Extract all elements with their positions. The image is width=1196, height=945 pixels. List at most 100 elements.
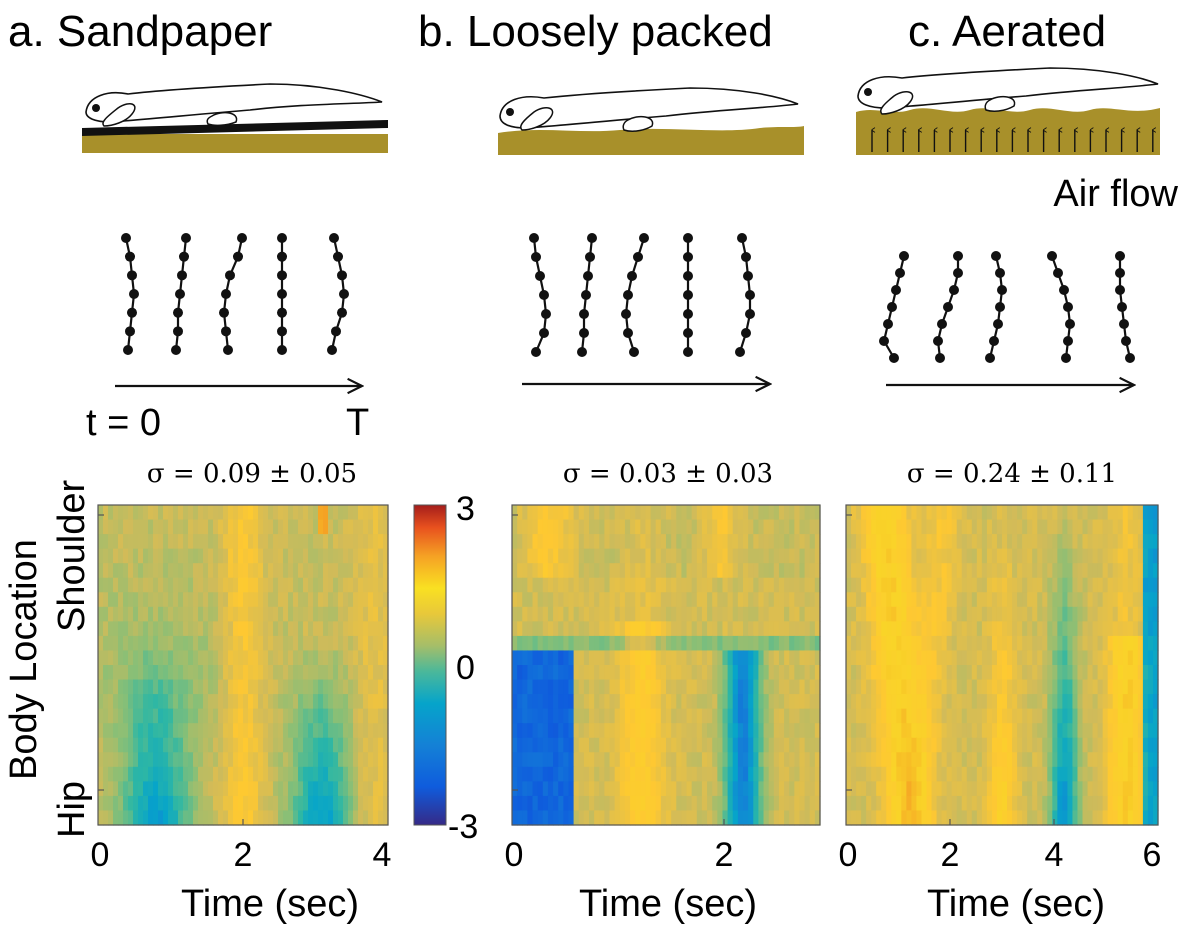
heat-cell bbox=[213, 621, 219, 637]
heat-cell bbox=[1032, 505, 1038, 521]
heat-cell bbox=[794, 723, 801, 739]
heat-cell bbox=[563, 679, 570, 695]
heat-cell bbox=[773, 752, 780, 768]
heat-cell bbox=[778, 563, 785, 579]
heat-cell bbox=[773, 810, 780, 826]
heat-cell bbox=[691, 563, 698, 579]
heat-cell bbox=[1152, 795, 1159, 812]
heat-cell bbox=[727, 665, 734, 681]
heat-cell bbox=[976, 708, 983, 724]
heat-cell bbox=[563, 592, 570, 608]
heat-cell bbox=[896, 592, 902, 608]
heat-cell bbox=[283, 592, 289, 608]
heat-cell bbox=[378, 694, 384, 710]
heat-cell bbox=[303, 606, 309, 622]
heat-cell bbox=[258, 781, 264, 797]
heat-cell bbox=[921, 621, 928, 637]
heat-cell bbox=[183, 548, 189, 564]
heat-cell bbox=[183, 577, 189, 593]
heat-cell bbox=[926, 505, 933, 521]
heat-cell bbox=[696, 548, 703, 564]
heat-cell bbox=[676, 708, 682, 724]
heat-cell bbox=[809, 810, 816, 826]
heat-cell bbox=[253, 621, 259, 637]
heat-cell bbox=[183, 665, 189, 681]
heat-cell bbox=[901, 548, 907, 564]
heat-cell bbox=[1057, 621, 1063, 637]
heat-cell bbox=[183, 752, 189, 768]
heat-cell bbox=[966, 694, 973, 710]
heat-cell bbox=[946, 737, 953, 753]
heat-cell bbox=[1082, 635, 1089, 652]
heat-cell bbox=[614, 519, 621, 535]
heat-cell bbox=[1057, 635, 1063, 652]
heat-cell bbox=[804, 781, 811, 797]
heat-cell bbox=[861, 694, 867, 710]
heat-cell bbox=[168, 737, 174, 753]
heat-cell bbox=[268, 592, 274, 608]
heat-cell bbox=[727, 519, 734, 535]
heat-cell bbox=[789, 723, 795, 739]
heat-cell bbox=[298, 519, 304, 535]
heat-cell bbox=[333, 679, 339, 695]
heat-cell bbox=[1062, 592, 1069, 608]
heat-cell bbox=[956, 810, 963, 826]
heat-cell bbox=[343, 577, 349, 593]
heat-cell bbox=[789, 563, 795, 579]
heat-cell bbox=[293, 810, 299, 826]
heat-cell bbox=[223, 665, 229, 681]
body-node bbox=[933, 336, 943, 346]
heat-cell bbox=[624, 737, 631, 753]
heat-cell bbox=[876, 519, 882, 535]
heat-cell bbox=[563, 548, 570, 564]
heat-cell bbox=[1122, 534, 1129, 550]
heat-cell bbox=[1067, 737, 1074, 753]
heat-cell bbox=[527, 563, 534, 579]
heat-cell bbox=[946, 679, 953, 695]
heat-cell bbox=[911, 766, 918, 782]
heat-cell bbox=[722, 810, 729, 826]
heat-cell bbox=[353, 766, 359, 782]
heat-cell bbox=[358, 694, 364, 710]
heat-cell bbox=[218, 563, 224, 579]
heat-cell bbox=[1097, 534, 1104, 550]
heat-cell bbox=[328, 665, 334, 681]
heat-cell bbox=[138, 665, 144, 681]
heat-cell bbox=[1122, 708, 1129, 724]
heat-cell bbox=[971, 679, 978, 695]
heat-cell bbox=[288, 737, 294, 753]
heat-cell bbox=[298, 694, 304, 710]
heat-cell bbox=[1027, 606, 1033, 622]
heat-cell bbox=[138, 621, 144, 637]
body-node bbox=[223, 345, 233, 355]
heat-cell bbox=[568, 505, 575, 521]
heat-cell bbox=[328, 505, 334, 521]
heat-cell bbox=[1112, 694, 1119, 710]
heat-cell bbox=[748, 752, 754, 768]
heat-cell bbox=[799, 708, 806, 724]
heat-cell bbox=[113, 621, 119, 637]
heat-cell bbox=[946, 548, 953, 564]
heat-cell bbox=[1032, 577, 1038, 593]
heat-cell bbox=[542, 810, 549, 826]
heat-cell bbox=[686, 606, 693, 622]
heat-cell bbox=[253, 563, 259, 579]
heat-cell bbox=[986, 592, 993, 608]
heat-cell bbox=[784, 723, 790, 739]
heat-cell bbox=[609, 795, 616, 812]
heat-cell bbox=[238, 679, 244, 695]
heat-cell bbox=[288, 563, 294, 579]
heat-cell bbox=[278, 679, 284, 695]
body-node bbox=[333, 251, 343, 262]
heat-cell bbox=[223, 694, 229, 710]
heat-cell bbox=[966, 737, 973, 753]
heat-cell bbox=[138, 548, 144, 564]
heat-cell bbox=[650, 810, 657, 826]
heat-cell bbox=[1082, 650, 1089, 666]
heat-cell bbox=[645, 519, 652, 535]
heat-cell bbox=[517, 810, 523, 826]
heat-cell bbox=[763, 534, 770, 550]
heat-cell bbox=[578, 577, 585, 593]
heat-cell bbox=[328, 737, 334, 753]
heat-cell bbox=[789, 505, 795, 521]
